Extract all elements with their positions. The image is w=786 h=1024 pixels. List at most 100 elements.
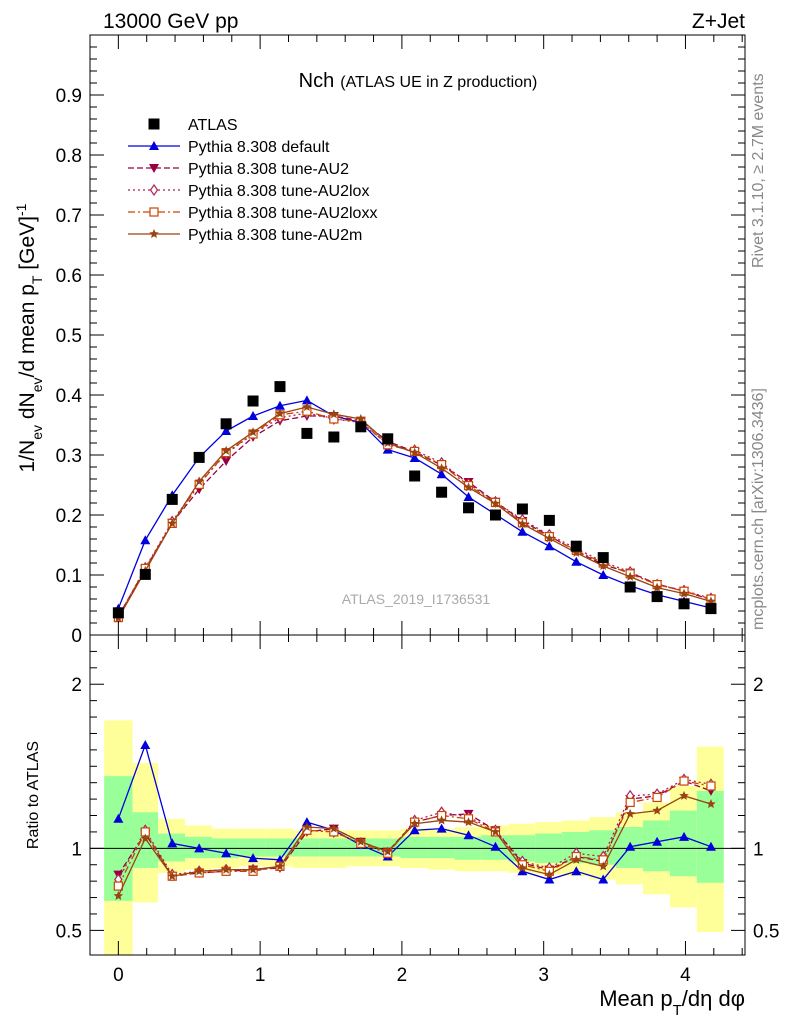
data-point-au2m (275, 408, 285, 418)
ratio-point-au2m (275, 861, 285, 871)
data-point-au2m (221, 445, 231, 455)
legend-item-default: Pythia 8.308 default (128, 139, 330, 156)
ratio-point-default (544, 874, 555, 884)
header-left: 13000 GeV pp (103, 10, 238, 33)
data-point-atlas (247, 395, 259, 407)
ratio-point-default (598, 874, 609, 884)
ratio-y-axis-label: Ratio to ATLAS (25, 741, 42, 849)
data-point-atlas (678, 598, 690, 610)
ratio-point-au2m (571, 854, 582, 864)
data-point-au2m (544, 533, 555, 543)
rivet-version-label: Rivet 3.1.10, ≥ 2.7M events (750, 73, 767, 268)
main-series-layer (112, 381, 717, 624)
ratio-point-au2m (248, 864, 258, 874)
ratio-band-inner (669, 810, 697, 877)
legend-item-data: ATLAS (148, 117, 238, 134)
data-point-atlas (436, 486, 448, 498)
legend-item-au2lox: Pythia 8.308 tune-AU2lox (128, 183, 369, 200)
legend-item-au2loxx: Pythia 8.308 tune-AU2loxx (128, 205, 377, 222)
ratio-axes: 0 1 2 3 4 0.5 0.5 1 1 2 2 (56, 635, 779, 986)
legend-marker-default (149, 141, 159, 150)
legend-label-au2m: Pythia 8.308 tune-AU2m (188, 227, 362, 244)
main-y-tick-label: 0.1 (56, 566, 82, 587)
data-point-default (571, 556, 582, 566)
ratio-point-default (194, 843, 205, 853)
ratio-y-tick-label-right: 2 (753, 675, 764, 696)
data-point-au2m (194, 476, 204, 486)
ratio-point-au2m (436, 815, 447, 825)
series-line-au2m (117, 406, 712, 619)
data-point-au2m (409, 447, 420, 457)
ratio-band-inner (319, 838, 347, 857)
data-point-atlas (112, 607, 124, 619)
data-point-au2m (436, 463, 447, 473)
legend-marker-au2 (149, 164, 159, 173)
ratio-y-tick-label: 0.5 (56, 921, 82, 942)
data-point-atlas (597, 552, 609, 564)
main-y-axis-label: 1/Nev dNev/d mean pT [GeV]-1 (13, 203, 45, 472)
main-y-tick-label: 0.6 (56, 266, 82, 287)
ratio-point-default (490, 841, 501, 851)
x-tick-label: 3 (538, 965, 549, 986)
ratio-point-default (274, 854, 285, 864)
ratio-point-default (113, 813, 124, 823)
data-point-atlas (705, 603, 717, 615)
ratio-series-layer (113, 739, 716, 900)
legend-marker-au2lox (149, 183, 159, 197)
data-point-au2m (625, 571, 635, 581)
data-point-default (436, 469, 447, 479)
ratio-point-au2m (463, 817, 474, 827)
data-point-default (301, 395, 312, 405)
legend-item-au2: Pythia 8.308 tune-AU2 (128, 161, 349, 178)
main-y-tick-label: 0.4 (56, 386, 83, 407)
ratio-point-default (248, 853, 259, 863)
ratio-point-au2m (409, 818, 420, 828)
legend-label-au2loxx: Pythia 8.308 tune-AU2loxx (188, 205, 377, 222)
ratio-point-au2m (113, 890, 124, 900)
ratio-series-au2m (113, 790, 716, 900)
ratio-point-default (436, 823, 447, 833)
legend-label-data: ATLAS (188, 117, 238, 134)
series-default (113, 395, 716, 613)
ratio-panel: 0 1 2 3 4 0.5 0.5 1 1 2 2 Ratio to ATLAS (25, 634, 779, 986)
ratio-point-default (463, 830, 474, 840)
data-point-au2m (490, 498, 501, 508)
x-tick-label: 4 (680, 965, 691, 986)
ratio-band-inner (642, 820, 670, 872)
data-point-atlas (328, 431, 340, 443)
main-y-tick-label: 0.9 (56, 86, 82, 107)
data-point-au2m (652, 582, 662, 592)
x-tick-label: 1 (255, 965, 266, 986)
series-line-au2loxx (117, 410, 712, 618)
data-point-atlas (463, 502, 475, 514)
ratio-point-au2loxx (625, 797, 635, 807)
chart-title: Nch (ATLAS UE in Z production) (299, 70, 538, 92)
data-point-atlas (139, 568, 151, 580)
data-point-au2m (679, 588, 689, 598)
x-tick-label: 0 (113, 965, 124, 986)
ratio-band-inner (238, 838, 266, 857)
ratio-point-default (571, 866, 582, 876)
ratio-point-default (679, 831, 690, 841)
data-point-atlas (355, 421, 367, 433)
ratio-point-default (652, 836, 663, 846)
ratio-y-tick-label: 1 (71, 839, 82, 860)
data-point-au2 (221, 457, 232, 466)
data-point-au2m (517, 519, 528, 529)
data-point-au2m (356, 414, 366, 424)
main-axes: 0 0.1 0.2 0.3 0.4 0.5 0.6 0.7 0.8 0.9 (56, 34, 745, 647)
series-line-default (117, 399, 712, 609)
data-point-atlas (624, 581, 636, 593)
data-point-au2m (463, 482, 474, 492)
ratio-band-inner (373, 838, 401, 857)
data-point-atlas (193, 451, 205, 463)
data-point-atlas (651, 591, 663, 603)
ratio-point-au2m (490, 826, 501, 836)
legend: ATLAS Pythia 8.308 default Pythia 8.308 tu… (128, 117, 377, 244)
ratio-band-inner (427, 836, 455, 859)
ratio-point-au2m (167, 871, 177, 881)
data-point-au2m (167, 518, 177, 528)
main-y-tick-label: 0 (71, 626, 82, 647)
legend-marker-au2loxx (149, 207, 159, 217)
data-point-atlas (409, 470, 421, 482)
